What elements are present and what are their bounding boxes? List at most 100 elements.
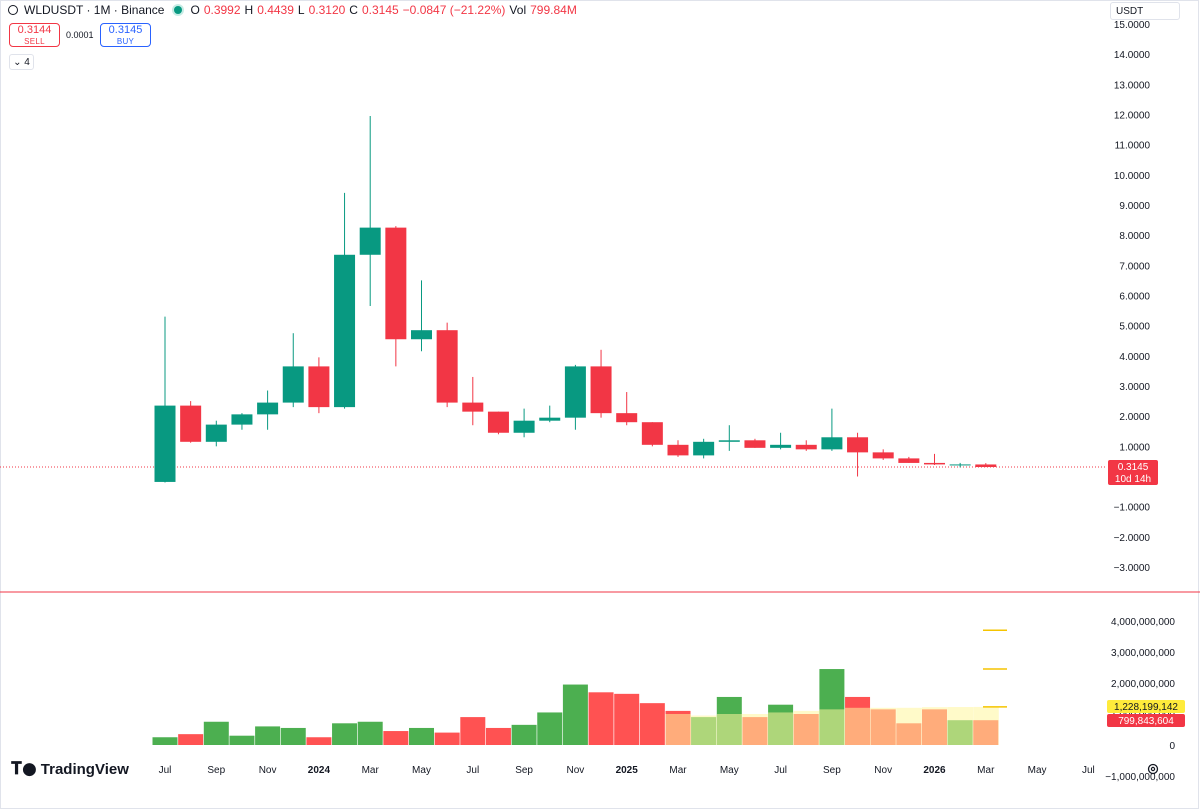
volume-ma-band <box>716 714 743 745</box>
time-tick-label: Nov <box>567 765 585 776</box>
volume-ma-band <box>922 707 948 745</box>
high-label: H <box>244 3 254 17</box>
volume-tick-label: 3,000,000,000 <box>1111 648 1175 659</box>
tradingview-logo[interactable]: 𝐓● TradingView <box>11 759 129 779</box>
time-tick-label: Jul <box>466 765 479 776</box>
price-tick-label: 8.0000 <box>1119 231 1150 242</box>
price-axis[interactable]: 15.0000 14.0000 13.0000 12.0000 11.0000 10.00… <box>1114 20 1151 574</box>
candle-body <box>154 405 176 482</box>
low-value: 0.3120 <box>308 3 346 17</box>
gear-icon[interactable] <box>1146 762 1160 776</box>
volume-tick-label: −1,000,000,000 <box>1105 772 1175 783</box>
buy-button[interactable]: 0.3145 BUY <box>100 23 151 47</box>
time-tick-label: May <box>1028 765 1047 776</box>
price-tick-label: 3.0000 <box>1119 382 1150 393</box>
close-label: C <box>349 3 358 17</box>
price-tick-label: 6.0000 <box>1119 292 1150 303</box>
candle-body <box>539 417 561 421</box>
time-tick-label: May <box>412 765 431 776</box>
time-tick-label: Jul <box>159 765 172 776</box>
candle-body <box>847 437 869 453</box>
candle-body <box>282 366 304 403</box>
volume-ma-band <box>870 707 897 745</box>
candle-body <box>308 366 330 408</box>
volume-tags: 1,228,199,142 799,843,604 <box>1107 700 1185 727</box>
candle-body <box>693 441 715 456</box>
volume-bar <box>255 726 281 745</box>
volume-ma-band <box>691 715 717 745</box>
open-label: O <box>190 3 200 17</box>
volume-ma-band <box>793 710 820 745</box>
volume-ma-label: 1,228,199,142 <box>1114 702 1178 713</box>
price-tick-label: −1.0000 <box>1114 503 1151 514</box>
price-tick-label: 1.0000 <box>1119 442 1150 453</box>
change-value: −0.0847 (−21.22%) <box>402 3 506 17</box>
indicators-collapse-button[interactable]: ⌄ 4 <box>9 54 34 70</box>
candle-body <box>975 464 997 468</box>
time-axis[interactable]: Jul Sep Nov 2024 Mar May Jul Sep Nov 2025 Mar May Ju… <box>159 765 1095 776</box>
indicator-count: 4 <box>24 57 30 68</box>
candle-body <box>872 452 894 459</box>
volume-bar <box>614 693 640 745</box>
candle-body <box>770 444 792 448</box>
candle-body <box>334 254 356 408</box>
volume-ma-band <box>845 707 871 745</box>
volume-ma-band <box>768 712 794 745</box>
time-tick-label: 2025 <box>616 765 639 776</box>
sell-price: 0.3144 <box>17 24 52 36</box>
time-tick-label: Sep <box>515 765 533 776</box>
volume-ma-band <box>973 706 999 745</box>
candle-body <box>385 227 407 340</box>
volume-bar <box>485 727 511 745</box>
candle-body <box>359 227 381 255</box>
symbol-title[interactable]: WLDUSDT · 1M · Binance <box>24 3 165 17</box>
currency-label: USDT <box>1116 6 1144 17</box>
countdown-label: 10d 14h <box>1115 474 1151 485</box>
candle-body <box>949 464 971 466</box>
volume-bar <box>280 727 306 745</box>
symbol-legend[interactable]: WLDUSDT · 1M · Binance O 0.3992 H 0.4439 L… <box>8 3 577 17</box>
candle-layer <box>154 116 997 483</box>
time-tick-label: May <box>720 765 739 776</box>
candle-body <box>590 366 612 414</box>
volume-ma-band <box>742 714 768 745</box>
buy-price: 0.3145 <box>108 24 143 36</box>
price-tick-label: 5.0000 <box>1119 322 1150 333</box>
volume-current-label: 799,843,604 <box>1118 716 1174 727</box>
high-value: 0.4439 <box>257 3 294 17</box>
candle-body <box>795 444 817 450</box>
candle-body <box>744 440 766 448</box>
close-value: 0.3145 <box>361 3 399 17</box>
price-tick-label: −3.0000 <box>1114 563 1151 574</box>
candle-body <box>411 330 432 340</box>
price-tick-label: 12.0000 <box>1114 111 1151 122</box>
volume-bar <box>434 732 460 745</box>
volume-tick-label: 2,000,000,000 <box>1111 679 1175 690</box>
volume-ma-band <box>896 707 922 745</box>
candle-body <box>616 413 638 423</box>
price-tick-label: 11.0000 <box>1115 141 1151 152</box>
last-price-tag: 0.3145 10d 14h <box>1108 460 1158 485</box>
sell-button[interactable]: 0.3144 SELL <box>9 23 60 47</box>
price-tick-label: 13.0000 <box>1114 80 1151 91</box>
volume-label: Vol <box>509 3 527 17</box>
price-tick-label: 9.0000 <box>1119 201 1150 212</box>
last-price-label: 0.3145 <box>1118 462 1149 473</box>
volume-tick-label: 0 <box>1169 741 1175 752</box>
buy-label: BUY <box>116 37 135 46</box>
volume-bar <box>152 737 178 745</box>
coin-icon <box>8 5 18 15</box>
currency-selector[interactable]: USDT <box>1110 2 1180 20</box>
volume-bar <box>460 717 486 745</box>
candle-body <box>257 402 279 415</box>
sell-label: SELL <box>24 37 45 46</box>
volume-ma-band <box>665 714 691 745</box>
time-tick-label: Nov <box>259 765 277 776</box>
candle-body <box>180 405 202 442</box>
volume-bar <box>306 737 332 745</box>
price-tick-label: 14.0000 <box>1114 50 1151 61</box>
volume-ma-band <box>819 709 845 745</box>
candle-body <box>667 444 689 456</box>
candle-body <box>487 411 509 433</box>
